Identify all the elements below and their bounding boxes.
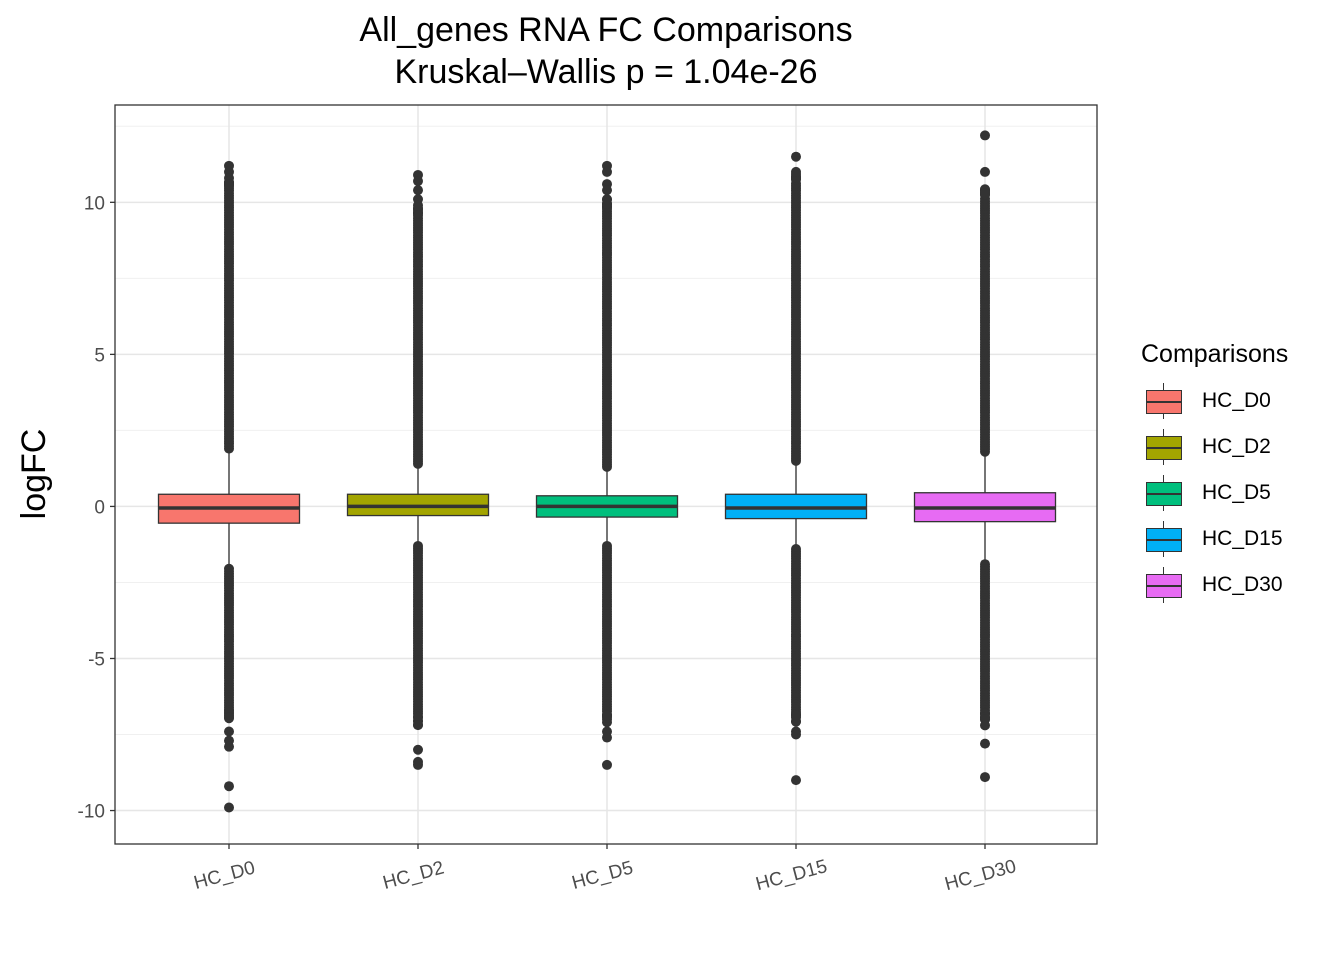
legend-label: HC_D15	[1202, 527, 1283, 550]
outlier-point	[791, 151, 801, 162]
box-group-hc_d5	[535, 160, 679, 770]
y-tick-label: 10	[84, 193, 105, 214]
box-group-hc_d15	[724, 151, 868, 786]
outlier-point	[413, 744, 423, 755]
legend-item-hc_d15: HC_D15	[1141, 521, 1288, 571]
legend-label: HC_D0	[1202, 389, 1271, 412]
outlier-point	[224, 712, 234, 723]
outlier-point	[791, 729, 801, 740]
outlier-point	[791, 166, 801, 177]
plot-panel-border	[114, 104, 1098, 845]
x-axis: HC_D0 HC_D2 HC_D5 HC_D15 HC_D30	[192, 844, 1019, 895]
y-tick-label: -10	[78, 802, 105, 823]
outlier-point	[413, 185, 423, 196]
legend-key-median	[1146, 401, 1182, 403]
outlier-point	[980, 720, 990, 731]
legend-key-swatch	[1145, 429, 1183, 465]
legend-key-swatch	[1145, 521, 1183, 557]
legend-key-median	[1146, 493, 1182, 495]
outlier-point	[602, 732, 612, 743]
legend-key-median	[1146, 539, 1182, 541]
legend-key-median	[1146, 585, 1182, 587]
outlier-point	[602, 185, 612, 196]
outlier-point	[602, 710, 612, 721]
boxes-layer	[157, 130, 1057, 813]
outlier-point	[224, 179, 234, 190]
y-tick-label: 0	[94, 497, 105, 518]
outlier-point	[224, 741, 234, 752]
legend-key-swatch	[1145, 383, 1183, 419]
outlier-point	[980, 166, 990, 177]
outlier-point	[413, 176, 423, 187]
legend-item-hc_d0: HC_D0	[1141, 383, 1288, 433]
outlier-point	[980, 772, 990, 783]
legend: Comparisons HC_D0 HC_D2 HC_D5 HC_D15 HC_D30	[1141, 340, 1288, 617]
legend-label: HC_D2	[1202, 435, 1271, 458]
legend-label: HC_D30	[1202, 573, 1283, 596]
outlier-point	[602, 194, 612, 205]
outlier-point	[413, 208, 423, 219]
legend-item-hc_d5: HC_D5	[1141, 475, 1288, 525]
legend-key-swatch	[1145, 475, 1183, 511]
legend-key-median	[1146, 447, 1182, 449]
legend-label: HC_D5	[1202, 481, 1271, 504]
outlier-point	[980, 130, 990, 141]
box-group-hc_d0	[157, 160, 301, 813]
outlier-point	[413, 759, 423, 770]
legend-title: Comparisons	[1141, 340, 1289, 368]
chart-subtitle: Kruskal–Wallis p = 1.04e-26	[394, 53, 818, 91]
y-tick-label: -5	[88, 649, 105, 670]
x-tick-label: HC_D30	[943, 856, 1019, 895]
outlier-point	[413, 720, 423, 731]
y-tick-label: 5	[94, 345, 105, 366]
outlier-point	[791, 710, 801, 721]
outlier-point	[413, 200, 423, 211]
box-group-hc_d2	[346, 169, 490, 770]
outlier-point	[224, 726, 234, 737]
legend-key-swatch	[1145, 567, 1183, 603]
x-tick-label: HC_D15	[754, 856, 830, 895]
outlier-point	[791, 775, 801, 786]
legend-item-hc_d30: HC_D30	[1141, 567, 1288, 617]
legend-item-hc_d2: HC_D2	[1141, 429, 1288, 479]
outlier-point	[602, 166, 612, 177]
outlier-point	[980, 738, 990, 749]
y-axis: -10 -5 0 5 10	[78, 193, 115, 823]
outlier-point	[602, 759, 612, 770]
outlier-point	[224, 802, 234, 813]
outlier-point	[413, 711, 423, 722]
chart-title: All_genes RNA FC Comparisons	[359, 11, 853, 49]
x-tick-label: HC_D2	[381, 857, 447, 893]
x-tick-label: HC_D0	[192, 857, 258, 893]
outlier-point	[224, 781, 234, 792]
y-axis-label: logFC	[15, 429, 53, 520]
box-group-hc_d30	[913, 130, 1057, 783]
legend-items: HC_D0 HC_D2 HC_D5 HC_D15 HC_D30	[1141, 383, 1288, 617]
outlier-point	[980, 188, 990, 199]
x-tick-label: HC_D5	[570, 857, 636, 893]
